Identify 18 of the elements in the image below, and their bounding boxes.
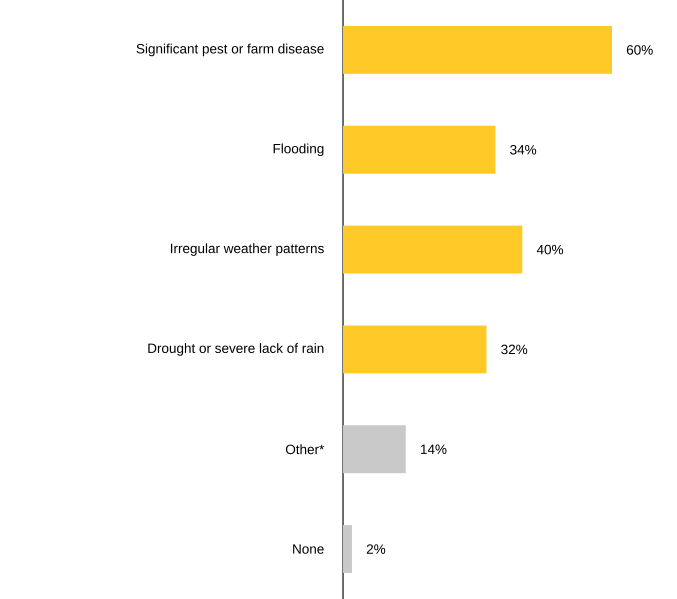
y-tick-label: Drought or severe lack of rain xyxy=(148,343,324,356)
data-label: 32% xyxy=(501,344,528,354)
y-tick-label: Flooding xyxy=(274,143,324,156)
data-label: 2% xyxy=(366,544,386,554)
data-label: 14% xyxy=(421,444,447,454)
y-tick-label: Significant pest or farm disease xyxy=(136,44,324,56)
bar xyxy=(343,425,406,474)
y-tick-label: Irregular weather patterns xyxy=(170,243,324,256)
data-label: 40% xyxy=(536,244,564,254)
bar xyxy=(343,26,612,74)
bar xyxy=(343,126,496,174)
y-tick-label: None xyxy=(293,544,324,554)
data-label: 34% xyxy=(510,144,536,155)
y-tick-label: Other* xyxy=(286,444,324,454)
data-label: 60% xyxy=(626,45,653,55)
bar xyxy=(343,226,522,274)
bar xyxy=(343,325,486,374)
bar xyxy=(343,525,352,574)
